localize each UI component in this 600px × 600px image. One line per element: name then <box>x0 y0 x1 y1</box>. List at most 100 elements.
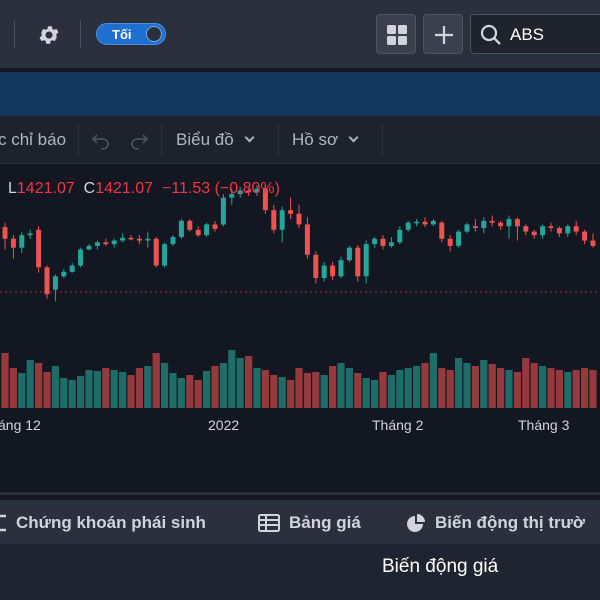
candle <box>69 262 75 273</box>
candle <box>506 215 512 239</box>
chart-type-dropdown[interactable]: Biểu đồ <box>176 130 255 150</box>
volume-bar <box>480 360 488 408</box>
tab-derivatives[interactable]: Chứng khoán phái sinh <box>0 513 206 533</box>
candle <box>279 206 285 243</box>
gear-icon[interactable] <box>37 23 61 47</box>
volume-bar <box>303 373 311 408</box>
indicators-button[interactable]: c chỉ báo <box>0 130 67 149</box>
volume-bar <box>287 380 295 408</box>
volume-bar <box>77 376 85 408</box>
volume-bar <box>488 364 496 408</box>
volume-bar <box>362 378 370 408</box>
layout-grid-button[interactable] <box>376 14 416 54</box>
candle <box>136 235 142 245</box>
volume-bar <box>270 375 278 408</box>
candle <box>330 261 336 280</box>
candle <box>195 226 201 237</box>
theme-toggle[interactable]: Tối <box>96 23 166 45</box>
redo-icon[interactable] <box>128 129 150 151</box>
volume-bar <box>26 360 34 408</box>
volume-bar <box>186 375 194 408</box>
candle <box>439 220 445 243</box>
candle <box>153 236 159 268</box>
tab-label: Bảng giá <box>289 513 361 532</box>
volume-bar <box>9 368 17 408</box>
volume-bar <box>228 350 236 408</box>
volume-bar <box>278 377 286 408</box>
divider <box>382 124 383 156</box>
profile-dropdown[interactable]: Hồ sơ <box>292 130 359 150</box>
tab-market-movement[interactable]: Biến động thị trườ <box>406 513 585 533</box>
undo-icon[interactable] <box>90 129 112 151</box>
volume-bar <box>1 353 9 408</box>
volume-bar <box>438 368 446 408</box>
candle <box>187 219 193 232</box>
candle <box>338 256 344 279</box>
candle <box>220 194 226 227</box>
volume-bar <box>85 370 93 408</box>
volume-bar <box>219 363 227 408</box>
candle <box>254 185 260 196</box>
x-tick-label: áng 12 <box>0 417 41 433</box>
tab-price-board[interactable]: Bảng giá <box>258 513 361 533</box>
volume-bar <box>522 358 530 408</box>
volume-bar <box>446 370 454 408</box>
candle <box>288 197 294 220</box>
candle <box>540 224 546 239</box>
candle <box>388 236 394 248</box>
ohlc-legend: L1421.07 C1421.07 −11.53 (−0.80%) <box>8 180 280 198</box>
price-chart[interactable] <box>0 164 600 445</box>
search-input[interactable]: ABS <box>510 25 545 44</box>
candle <box>531 229 537 239</box>
volume-bar <box>581 368 589 408</box>
candle <box>523 224 529 236</box>
volume-bar <box>547 368 555 408</box>
volume-bar <box>245 356 253 408</box>
volume-bar <box>152 353 160 408</box>
close-key: C <box>83 180 96 197</box>
divider <box>14 20 15 48</box>
volume-bar <box>236 358 244 408</box>
top-bar: Tối ABS <box>0 0 600 68</box>
candle <box>2 222 8 250</box>
candle <box>27 229 33 239</box>
volume-bar <box>354 373 362 408</box>
symbol-search[interactable]: ABS <box>470 14 600 54</box>
candle <box>145 231 151 248</box>
volume-bar <box>329 366 337 408</box>
volume-bar <box>337 363 345 408</box>
chart-toolbar: c chỉ báo Biểu đồ Hồ sơ <box>0 116 600 164</box>
close-value: 1421.07 <box>95 180 154 197</box>
candle <box>44 265 50 299</box>
volume-bar <box>102 368 110 408</box>
chevron-down-icon <box>244 132 255 143</box>
candle <box>548 222 554 232</box>
candle <box>296 204 302 229</box>
volume-bar <box>564 372 572 408</box>
candle <box>590 233 596 248</box>
profile-label: Hồ sơ <box>292 130 339 149</box>
candle <box>271 204 277 234</box>
volume-bar <box>68 380 76 408</box>
candle <box>78 247 84 268</box>
candle <box>61 269 67 279</box>
chart-empty-area <box>0 445 600 493</box>
x-tick-label: Tháng 2 <box>372 417 424 433</box>
add-button[interactable] <box>423 14 463 54</box>
candle <box>514 217 520 241</box>
volume-bar <box>51 366 59 408</box>
candle <box>346 245 352 262</box>
volume-bar <box>429 353 437 408</box>
candle <box>573 220 579 236</box>
candle <box>103 238 109 246</box>
divider <box>80 20 81 48</box>
candle <box>556 226 562 237</box>
volume-bar <box>404 368 412 408</box>
candle <box>481 217 487 234</box>
plus-icon <box>435 26 453 44</box>
volume-bar <box>194 380 202 408</box>
change-value: −11.53 (−0.80%) <box>161 180 280 197</box>
info-banner <box>0 72 600 116</box>
candle <box>582 229 588 245</box>
x-tick-label: 2022 <box>208 417 240 433</box>
